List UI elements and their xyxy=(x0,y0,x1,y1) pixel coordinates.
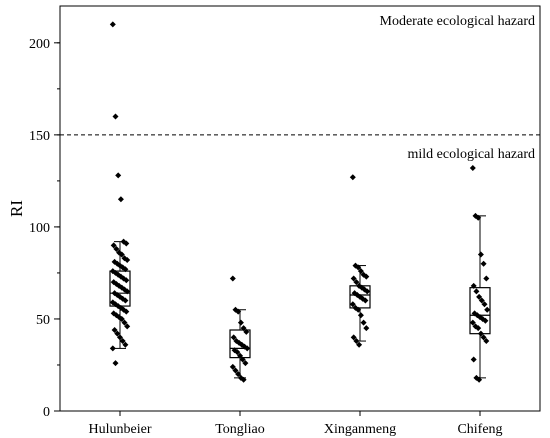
y-tick-label: 100 xyxy=(29,221,50,236)
data-point xyxy=(114,330,121,337)
data-point xyxy=(229,363,236,370)
y-axis-title: RI xyxy=(7,200,26,217)
data-point xyxy=(350,334,357,341)
x-category-label: Tongliao xyxy=(215,422,265,437)
data-point xyxy=(115,172,122,179)
data-point xyxy=(357,268,364,275)
data-point xyxy=(118,315,125,322)
x-category-label: Chifeng xyxy=(457,422,502,437)
data-point xyxy=(475,325,482,332)
data-point xyxy=(123,240,130,247)
data-point xyxy=(480,260,487,267)
data-point xyxy=(111,327,118,333)
data-point xyxy=(475,214,482,221)
data-point xyxy=(232,367,239,374)
data-point xyxy=(349,174,356,181)
data-point xyxy=(124,323,131,330)
mild-hazard-annotation: mild ecological hazard xyxy=(408,147,536,162)
data-point xyxy=(242,360,249,367)
moderate-hazard-annotation: Moderate ecological hazard xyxy=(380,14,535,29)
data-point xyxy=(124,257,131,264)
data-point xyxy=(109,21,116,28)
plot-frame xyxy=(59,5,541,412)
data-point xyxy=(362,297,369,304)
y-tick-label: 150 xyxy=(29,129,50,144)
data-point xyxy=(481,301,488,308)
y-tick-label: 50 xyxy=(36,313,50,328)
data-point xyxy=(117,196,124,203)
data-point xyxy=(122,266,129,273)
data-point xyxy=(477,330,484,337)
data-point xyxy=(469,319,476,326)
data-point xyxy=(484,306,491,313)
data-point xyxy=(239,356,246,363)
x-category-label: Hulunbeier xyxy=(89,422,152,437)
data-point xyxy=(469,165,476,171)
data-point xyxy=(244,345,251,352)
data-point xyxy=(363,325,370,332)
data-point xyxy=(109,345,116,352)
data-point xyxy=(353,279,360,286)
data-point xyxy=(350,275,357,282)
data-point xyxy=(123,308,130,315)
data-point xyxy=(229,275,236,282)
data-point xyxy=(243,328,250,335)
data-point xyxy=(477,251,484,258)
data-point xyxy=(122,341,129,348)
data-point xyxy=(353,338,360,345)
data-point xyxy=(112,360,119,367)
data-point xyxy=(237,319,244,326)
data-point xyxy=(113,246,120,252)
data-point xyxy=(240,376,247,383)
data-point xyxy=(349,301,356,308)
data-point xyxy=(122,297,129,304)
data-point xyxy=(237,352,243,359)
data-point xyxy=(355,306,362,313)
data-point xyxy=(235,308,242,315)
data-point xyxy=(478,297,485,304)
data-point xyxy=(123,277,130,284)
data-point xyxy=(117,334,123,341)
x-category-label: Xinganmeng xyxy=(324,422,396,437)
data-point xyxy=(470,356,477,363)
data-point xyxy=(480,334,487,341)
data-point xyxy=(363,273,370,280)
data-point xyxy=(230,334,237,341)
y-tick-label: 0 xyxy=(43,405,50,420)
data-point xyxy=(476,376,483,383)
y-tick-label: 200 xyxy=(29,37,50,52)
data-point xyxy=(360,319,367,326)
data-point xyxy=(240,325,247,332)
data-point xyxy=(356,341,363,348)
data-point xyxy=(364,288,371,295)
data-point xyxy=(124,288,131,295)
data-point xyxy=(355,264,362,271)
data-point xyxy=(483,338,490,345)
data-point xyxy=(112,113,119,120)
data-point xyxy=(110,242,117,249)
data-point xyxy=(357,312,364,319)
data-point xyxy=(121,319,128,326)
data-point xyxy=(235,371,242,378)
data-point xyxy=(473,288,480,295)
data-point xyxy=(482,317,489,324)
data-point xyxy=(483,275,490,282)
data-point xyxy=(119,338,126,345)
data-point xyxy=(234,349,241,356)
data-point xyxy=(470,282,477,289)
data-point xyxy=(118,251,125,258)
data-point xyxy=(476,293,483,300)
